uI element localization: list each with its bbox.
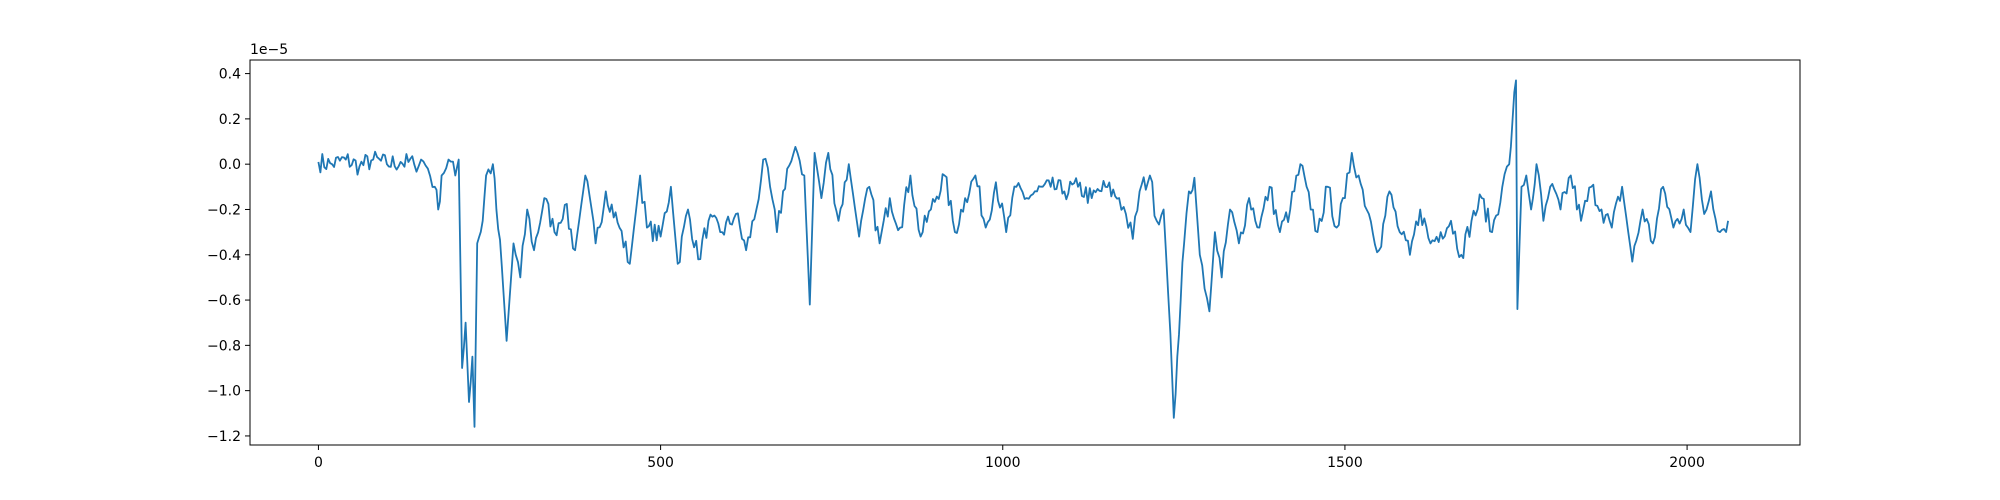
x-tick-label: 0: [314, 455, 323, 471]
plot-content: [317, 79, 1729, 428]
y-tick-label: 0.0: [219, 157, 241, 173]
x-tick-label: 1000: [985, 455, 1021, 471]
x-tick-label: 2000: [1669, 455, 1705, 471]
y-tick-label: −0.8: [207, 338, 241, 354]
series-line-signal: [317, 79, 1729, 428]
y-tick-label: −0.2: [207, 202, 241, 218]
axes-frame: [249, 59, 1801, 446]
y-tick-label: −1.0: [207, 384, 241, 400]
y-tick-label: −0.4: [207, 248, 241, 264]
x-tick-label: 1500: [1327, 455, 1363, 471]
y-tick-label: 0.2: [219, 112, 241, 128]
y-axis: 0.4 0.2 0.0 −0.2 −0.4 −0.6 −0.8 −1.0 −1.2: [207, 67, 250, 445]
y-scale-exponent: 1e−5: [250, 42, 288, 58]
x-tick-label: 500: [647, 455, 674, 471]
y-tick-label: 0.4: [219, 67, 241, 83]
y-tick-label: −0.6: [207, 293, 241, 309]
y-tick-label: −1.2: [207, 429, 241, 445]
x-axis: 0 500 1000 1500 2000: [314, 445, 1705, 471]
